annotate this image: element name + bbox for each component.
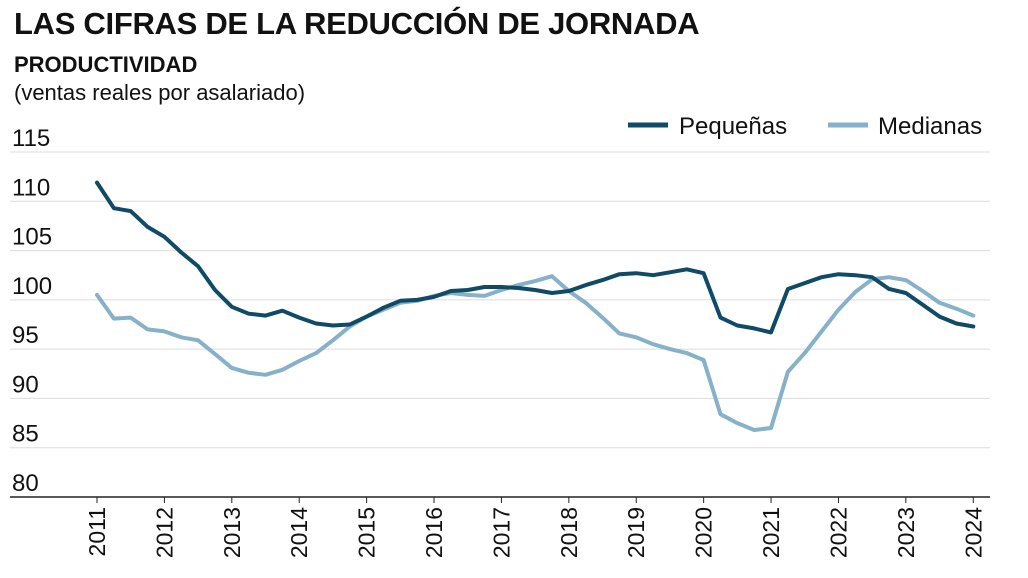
y-tick-label: 80 — [12, 470, 39, 497]
y-axis-ticks: 80 85 90 95 100 105 110 115 — [12, 125, 52, 497]
x-tick-label: 2014 — [286, 507, 312, 558]
y-tick-label: 110 — [12, 174, 50, 201]
x-tick-label: 2019 — [623, 507, 649, 558]
legend: Pequeñas Medianas — [628, 113, 982, 140]
units-label: (ventas reales por asalariado) — [14, 80, 306, 105]
x-tick-label: 2017 — [488, 507, 514, 558]
x-tick-label: 2016 — [421, 507, 447, 558]
y-tick-label: 85 — [12, 421, 39, 448]
chart-subtitle: PRODUCTIVIDAD — [14, 52, 198, 77]
y-tick-label: 100 — [12, 273, 52, 300]
x-tick-label: 2023 — [893, 507, 919, 558]
series-lines — [95, 180, 976, 432]
x-tick-label: 2024 — [960, 507, 986, 558]
y-tick-label: 115 — [12, 125, 50, 152]
x-tick-label: 2021 — [758, 507, 784, 558]
x-tick-label: 2012 — [151, 507, 177, 558]
x-tick-label: 2011 — [84, 507, 110, 556]
x-tick-label: 2013 — [219, 507, 245, 558]
x-tick-label: 2020 — [691, 507, 717, 558]
x-tick-label: 2018 — [556, 507, 582, 558]
series-line-pequenas — [95, 180, 976, 335]
grid-lines — [10, 151, 990, 449]
legend-label-pequenas: Pequeñas — [679, 113, 787, 140]
y-tick-label: 95 — [12, 322, 39, 349]
legend-label-medianas: Medianas — [878, 113, 982, 140]
chart-title: LAS CIFRAS DE LA REDUCCIÓN DE JORNADA — [14, 6, 700, 41]
series-line-medianas — [95, 274, 976, 432]
x-tick-label: 2015 — [354, 507, 380, 558]
x-axis-ticks: 2011 2012 2013 2014 2015 2016 2017 2018 2019 2020… — [84, 497, 986, 558]
x-tick-label: 2022 — [825, 507, 851, 558]
y-tick-label: 90 — [12, 371, 39, 398]
y-tick-label: 105 — [12, 224, 52, 251]
